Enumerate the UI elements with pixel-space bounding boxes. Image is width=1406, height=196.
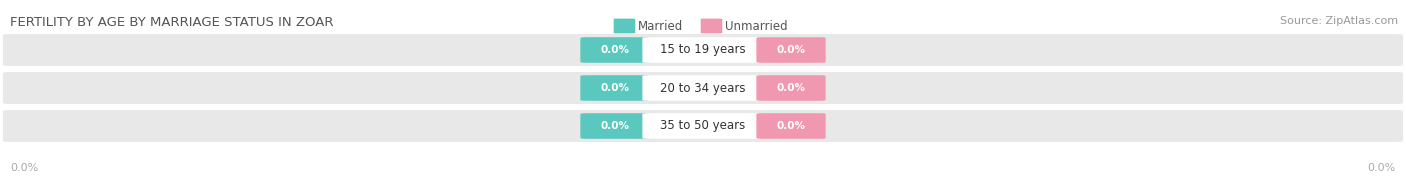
- FancyBboxPatch shape: [3, 72, 1403, 104]
- FancyBboxPatch shape: [643, 75, 763, 101]
- FancyBboxPatch shape: [581, 37, 650, 63]
- Text: Married: Married: [637, 19, 683, 33]
- FancyBboxPatch shape: [3, 34, 1403, 66]
- FancyBboxPatch shape: [643, 113, 763, 139]
- FancyBboxPatch shape: [581, 113, 650, 139]
- Text: 20 to 34 years: 20 to 34 years: [661, 82, 745, 94]
- Text: 0.0%: 0.0%: [776, 45, 806, 55]
- Text: Source: ZipAtlas.com: Source: ZipAtlas.com: [1279, 16, 1398, 26]
- Text: Unmarried: Unmarried: [724, 19, 787, 33]
- Text: 0.0%: 0.0%: [776, 121, 806, 131]
- FancyBboxPatch shape: [756, 37, 825, 63]
- Text: 0.0%: 0.0%: [1368, 163, 1396, 173]
- Text: 0.0%: 0.0%: [776, 83, 806, 93]
- FancyBboxPatch shape: [643, 37, 763, 63]
- Text: 15 to 19 years: 15 to 19 years: [661, 44, 745, 56]
- FancyBboxPatch shape: [700, 19, 723, 33]
- FancyBboxPatch shape: [756, 113, 825, 139]
- Text: 0.0%: 0.0%: [10, 163, 38, 173]
- FancyBboxPatch shape: [581, 75, 650, 101]
- FancyBboxPatch shape: [3, 110, 1403, 142]
- FancyBboxPatch shape: [756, 75, 825, 101]
- Text: 0.0%: 0.0%: [600, 121, 630, 131]
- Text: FERTILITY BY AGE BY MARRIAGE STATUS IN ZOAR: FERTILITY BY AGE BY MARRIAGE STATUS IN Z…: [10, 16, 333, 29]
- Text: 35 to 50 years: 35 to 50 years: [661, 120, 745, 132]
- Text: 0.0%: 0.0%: [600, 45, 630, 55]
- FancyBboxPatch shape: [613, 19, 636, 33]
- Text: 0.0%: 0.0%: [600, 83, 630, 93]
